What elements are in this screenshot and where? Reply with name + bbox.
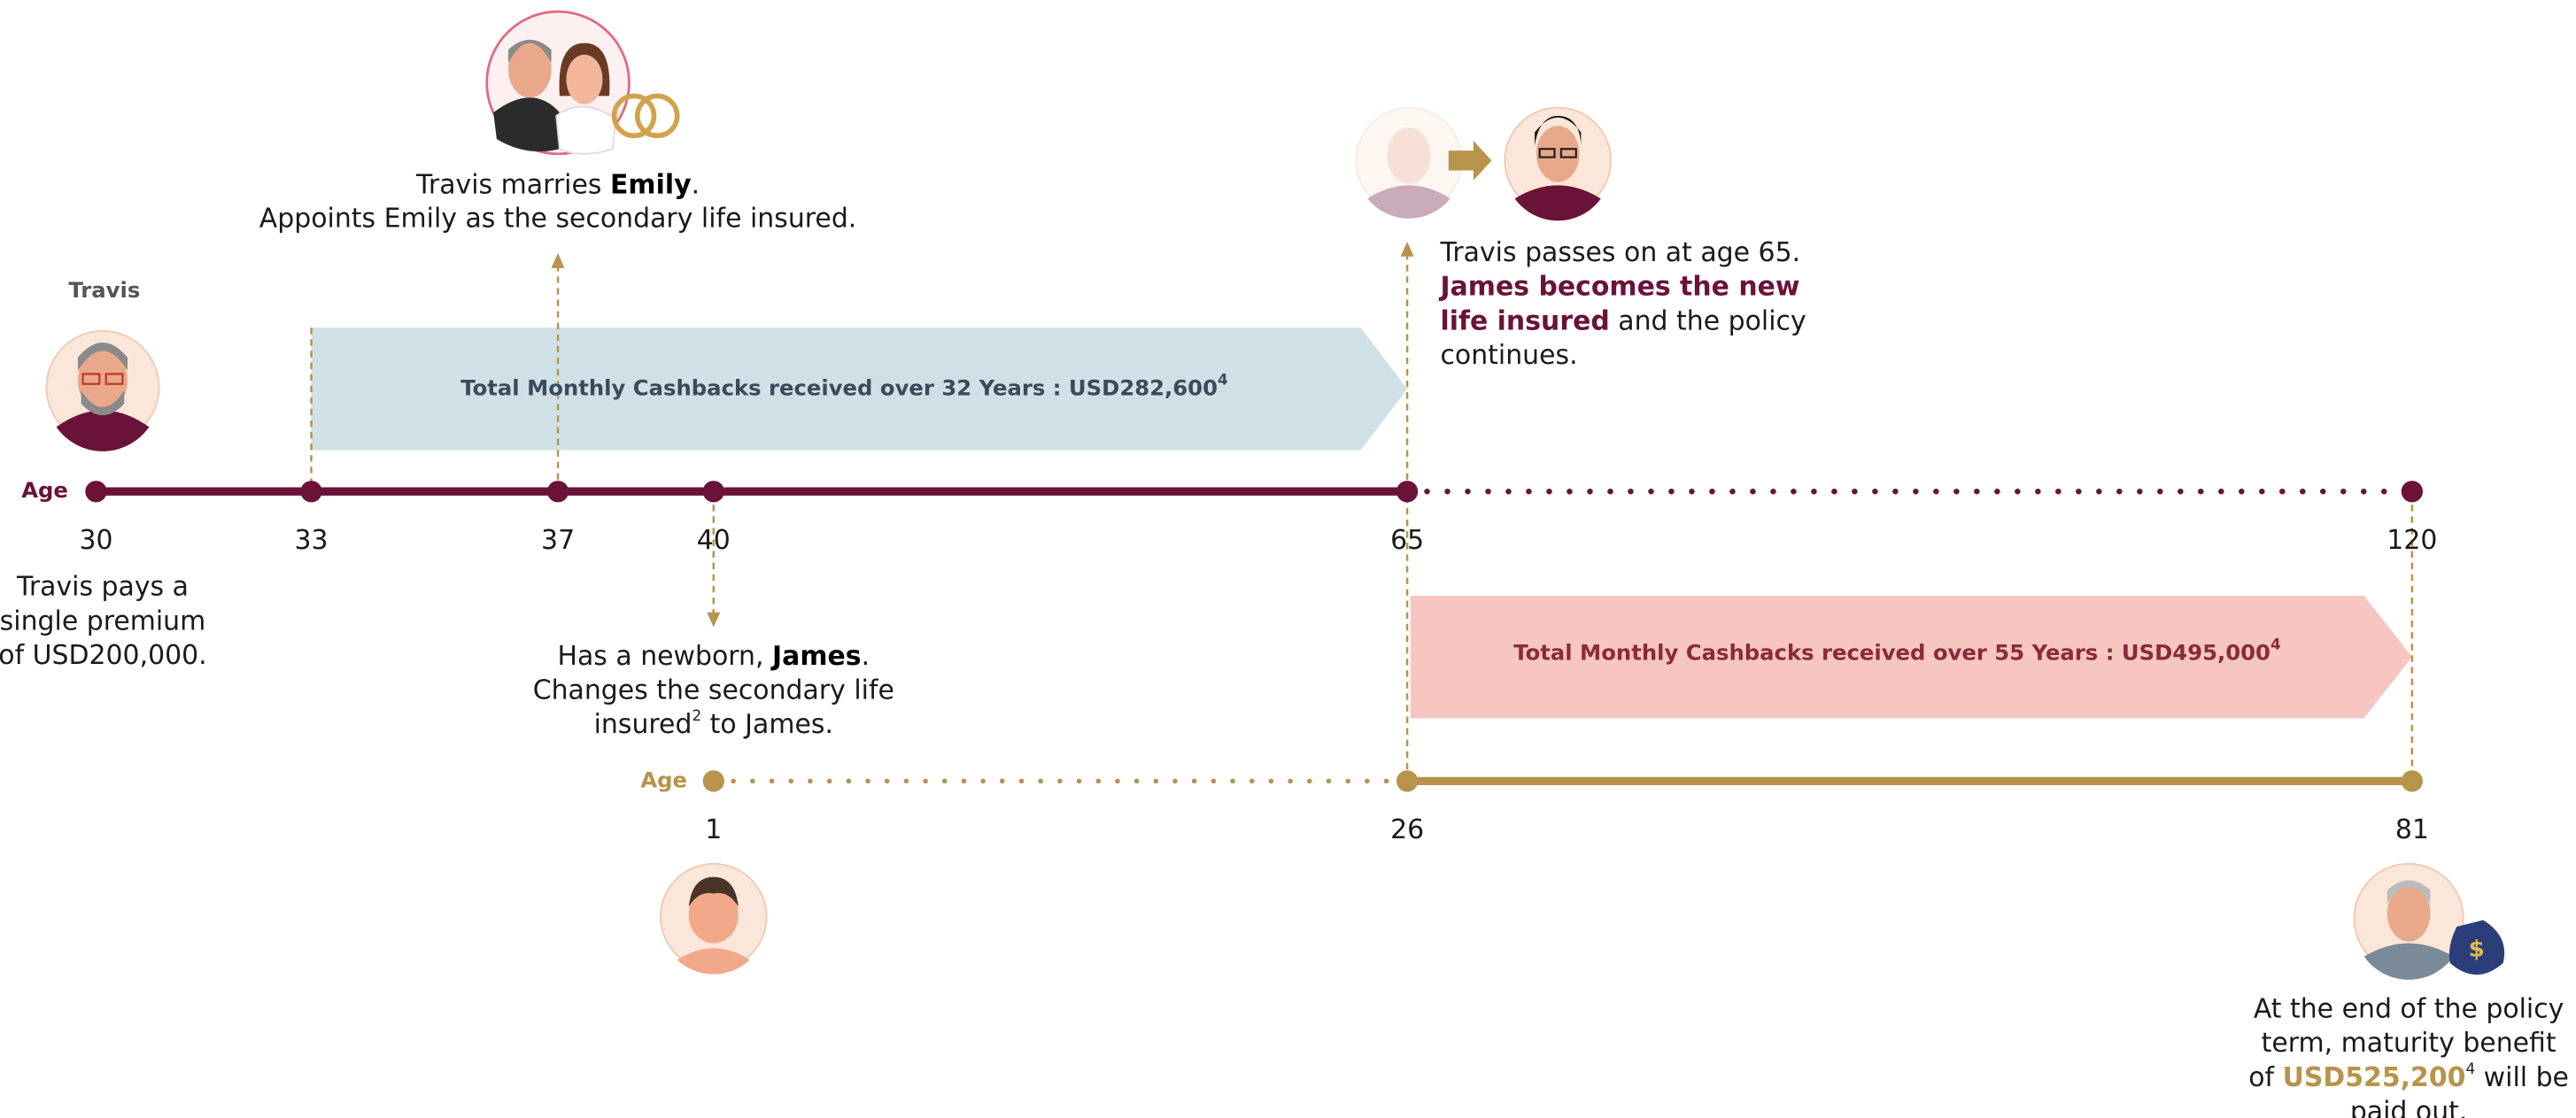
text-run: to James.	[701, 708, 833, 739]
text-run: of USD200,000.	[0, 640, 207, 671]
event-text: of USD200,000.	[0, 640, 207, 671]
text-run: 4	[2465, 1060, 2475, 1077]
dollar-icon: $	[2469, 937, 2485, 963]
timeline-infographic: $ Travis Age 30 33 37 40 65 120 Age 1 26 81 Total Mo…	[0, 0, 2576, 1118]
text-run: and the policy	[1610, 305, 1806, 336]
arrowhead	[707, 613, 720, 628]
banner-amount: Total Monthly Cashbacks received over 32…	[460, 374, 1218, 400]
age-label: 65	[1390, 525, 1424, 556]
age-label: 26	[1390, 814, 1424, 845]
arrowhead	[552, 253, 565, 268]
age-label: 30	[79, 525, 112, 556]
event-text: term, maturity benefit	[2262, 1028, 2557, 1059]
text-run: Has a newborn,	[557, 641, 772, 672]
event-text: James becomes the new	[1438, 271, 1799, 302]
text-run: Emily	[610, 169, 692, 200]
avatar-old-man: $	[2354, 864, 2504, 980]
text-run: of	[2248, 1061, 2282, 1092]
event-text: of USD525,2004 will be	[2248, 1060, 2569, 1093]
banner-text: Total Monthly Cashbacks received over 32…	[460, 370, 1227, 400]
age-label: 81	[2395, 814, 2429, 845]
text-run: Changes the secondary life	[533, 675, 894, 705]
arrowhead	[1401, 242, 1414, 257]
footnote-mark: 4	[1218, 370, 1228, 388]
event-text: continues.	[1440, 340, 1577, 371]
timeline-dot	[1396, 481, 1418, 502]
event-text: Travis pays a	[16, 571, 189, 602]
avatar-couple	[487, 12, 677, 154]
text-run: Appoints Emily as the secondary life ins…	[259, 203, 857, 234]
avatar-transition	[1356, 108, 1611, 221]
text-run: insured	[594, 708, 692, 739]
text-run: Travis marries	[415, 169, 610, 200]
avatar-baby	[661, 864, 767, 975]
text-run: USD525,200	[2283, 1061, 2466, 1092]
text-run: James	[770, 641, 862, 672]
event-text: At the end of the policy	[2254, 993, 2564, 1024]
text-run: paid out.	[2350, 1096, 2468, 1118]
footnote-mark: 4	[2270, 635, 2281, 652]
text-run: .	[862, 641, 870, 672]
banner-amount: Total Monthly Cashbacks received over 55…	[1513, 639, 2270, 665]
timeline-dot	[2402, 481, 2423, 502]
event-text: Changes the secondary life	[533, 675, 894, 705]
text-run: life insured	[1440, 305, 1609, 336]
person-name: Travis	[68, 277, 140, 303]
timeline-dot	[2402, 770, 2423, 791]
event-text: paid out.	[2350, 1096, 2468, 1118]
timeline-dot	[703, 481, 724, 502]
event-text: Travis marries Emily.	[415, 169, 700, 200]
event-text: life insured and the policy	[1440, 305, 1806, 336]
event-text: insured2 to James.	[594, 706, 833, 740]
timeline-dot	[300, 481, 321, 502]
text-run: Travis pays a	[16, 571, 189, 602]
event-text: Travis passes on at age 65.	[1439, 237, 1800, 268]
axis-label: Age	[21, 477, 68, 503]
timeline-dot	[85, 481, 106, 502]
age-label: 120	[2386, 525, 2437, 556]
timeline-dot	[547, 481, 569, 502]
timeline-dot	[1396, 770, 1418, 791]
text-run: term, maturity benefit	[2262, 1028, 2557, 1059]
age-label: 33	[294, 525, 328, 556]
event-text: Has a newborn, James.	[557, 641, 870, 672]
text-run: At the end of the policy	[2254, 993, 2564, 1024]
text-run: .	[692, 169, 700, 200]
axis-label: Age	[640, 767, 687, 792]
text-run: Travis passes on at age 65.	[1439, 237, 1800, 268]
timeline-dot	[703, 770, 724, 791]
avatar-travis	[46, 331, 159, 451]
age-label: 37	[541, 525, 575, 556]
banner-text: Total Monthly Cashbacks received over 55…	[1513, 635, 2280, 665]
age-label: 1	[705, 814, 722, 845]
text-run: single premium	[0, 605, 205, 636]
content: Travis Age 30 33 37 40 65 120 Age 1 26 81 Total Mont…	[0, 169, 2569, 1118]
event-text: Appoints Emily as the secondary life ins…	[259, 203, 857, 234]
text-run: 2	[692, 706, 701, 724]
text-run: continues.	[1440, 340, 1577, 371]
age-label: 40	[697, 525, 731, 556]
event-text: single premium	[0, 605, 205, 636]
text-run: James becomes the new	[1438, 271, 1799, 302]
text-run: will be	[2475, 1061, 2569, 1092]
